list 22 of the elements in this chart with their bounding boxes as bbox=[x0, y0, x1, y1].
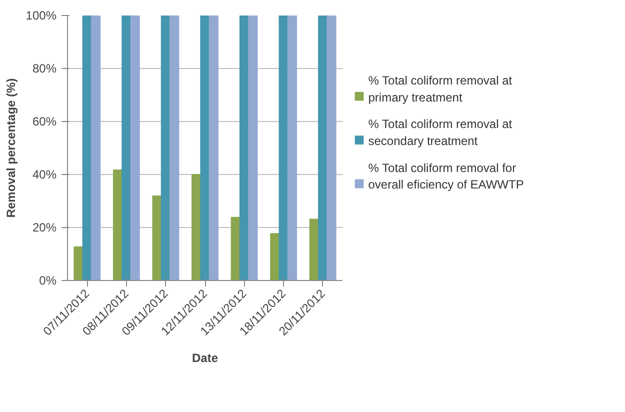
x-axis-title: Date bbox=[192, 351, 218, 366]
bar bbox=[200, 16, 210, 280]
y-tick-label: 100% bbox=[26, 8, 57, 22]
legend-label: % Total coliform removal at secondary treatment bbox=[368, 117, 513, 148]
y-tick-label: 60% bbox=[32, 114, 57, 128]
bar bbox=[208, 16, 218, 280]
bar bbox=[130, 16, 140, 280]
bar bbox=[248, 16, 258, 280]
y-tick-label: 80% bbox=[32, 62, 57, 76]
y-tick-label: 0% bbox=[39, 274, 57, 288]
y-tick-label: 20% bbox=[32, 220, 57, 234]
bar bbox=[74, 246, 84, 280]
bar bbox=[122, 16, 132, 280]
bar bbox=[90, 16, 101, 280]
y-tick-label: 40% bbox=[32, 168, 57, 182]
bar bbox=[287, 16, 298, 280]
bar bbox=[170, 16, 180, 280]
legend-label: % Total coliform removal for overall eficiency of EAWWTP bbox=[368, 160, 524, 192]
bar bbox=[270, 233, 280, 280]
bar bbox=[326, 16, 336, 280]
legend-label: % Total coliform removal at primary treatment bbox=[368, 73, 513, 104]
y-axis-title: Removal percentage (%) bbox=[4, 78, 18, 218]
